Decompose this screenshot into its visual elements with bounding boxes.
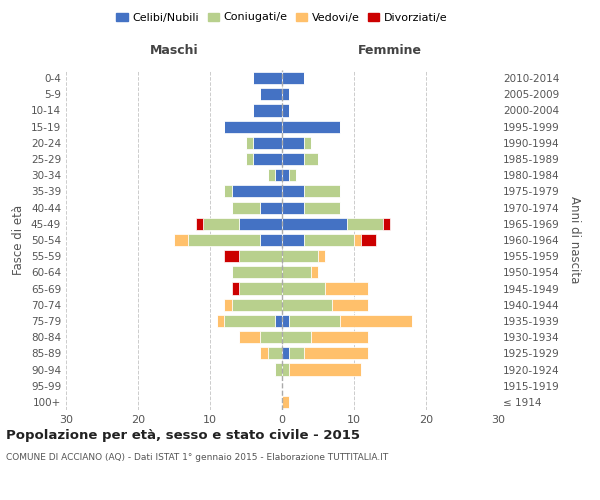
Bar	[354, 234, 361, 246]
Bar	[224, 315, 275, 327]
Bar	[253, 104, 282, 117]
Bar	[253, 72, 282, 84]
Bar	[239, 331, 260, 343]
Y-axis label: Fasce di età: Fasce di età	[13, 205, 25, 275]
Bar	[203, 218, 239, 230]
Bar	[246, 153, 253, 165]
Bar	[289, 315, 340, 327]
Bar	[340, 315, 412, 327]
Bar	[232, 186, 282, 198]
Bar	[188, 234, 260, 246]
Bar	[224, 298, 232, 311]
Y-axis label: Anni di nascita: Anni di nascita	[568, 196, 581, 284]
Bar	[239, 218, 282, 230]
Bar	[282, 348, 289, 360]
Bar	[196, 218, 203, 230]
Bar	[253, 137, 282, 149]
Bar	[282, 169, 289, 181]
Bar	[253, 153, 282, 165]
Text: Femmine: Femmine	[358, 44, 422, 58]
Bar	[304, 186, 340, 198]
Bar	[232, 266, 282, 278]
Bar	[275, 364, 282, 376]
Bar	[282, 186, 304, 198]
Text: COMUNE DI ACCIANO (AQ) - Dati ISTAT 1° gennaio 2015 - Elaborazione TUTTITALIA.IT: COMUNE DI ACCIANO (AQ) - Dati ISTAT 1° g…	[6, 454, 388, 462]
Bar	[246, 137, 253, 149]
Bar	[260, 202, 282, 213]
Bar	[383, 218, 390, 230]
Bar	[232, 282, 239, 294]
Bar	[268, 169, 275, 181]
Text: Maschi: Maschi	[149, 44, 199, 58]
Bar	[325, 282, 368, 294]
Bar	[282, 120, 340, 132]
Bar	[275, 315, 282, 327]
Bar	[282, 364, 289, 376]
Bar	[304, 153, 318, 165]
Bar	[282, 331, 311, 343]
Bar	[347, 218, 383, 230]
Text: Popolazione per età, sesso e stato civile - 2015: Popolazione per età, sesso e stato civil…	[6, 430, 360, 442]
Bar	[304, 234, 354, 246]
Bar	[304, 202, 340, 213]
Bar	[260, 88, 282, 101]
Bar	[282, 153, 304, 165]
Bar	[282, 315, 289, 327]
Bar	[282, 88, 289, 101]
Bar	[282, 137, 304, 149]
Bar	[268, 348, 282, 360]
Bar	[282, 396, 289, 408]
Bar	[224, 250, 239, 262]
Bar	[275, 169, 282, 181]
Bar	[260, 331, 282, 343]
Bar	[217, 315, 224, 327]
Bar	[304, 137, 311, 149]
Bar	[282, 266, 311, 278]
Bar	[232, 298, 282, 311]
Bar	[282, 298, 332, 311]
Bar	[260, 348, 268, 360]
Bar	[174, 234, 188, 246]
Bar	[289, 169, 296, 181]
Bar	[282, 218, 347, 230]
Bar	[282, 282, 325, 294]
Bar	[289, 364, 361, 376]
Bar	[361, 234, 376, 246]
Bar	[282, 104, 289, 117]
Bar	[318, 250, 325, 262]
Bar	[289, 348, 304, 360]
Bar	[332, 298, 368, 311]
Bar	[232, 202, 260, 213]
Bar	[282, 250, 318, 262]
Bar	[311, 331, 368, 343]
Bar	[239, 250, 282, 262]
Bar	[282, 72, 304, 84]
Bar	[224, 120, 282, 132]
Bar	[239, 282, 282, 294]
Legend: Celibi/Nubili, Coniugati/e, Vedovi/e, Divorziati/e: Celibi/Nubili, Coniugati/e, Vedovi/e, Di…	[112, 8, 452, 27]
Bar	[224, 186, 232, 198]
Bar	[311, 266, 318, 278]
Bar	[282, 202, 304, 213]
Bar	[304, 348, 368, 360]
Bar	[282, 234, 304, 246]
Bar	[260, 234, 282, 246]
